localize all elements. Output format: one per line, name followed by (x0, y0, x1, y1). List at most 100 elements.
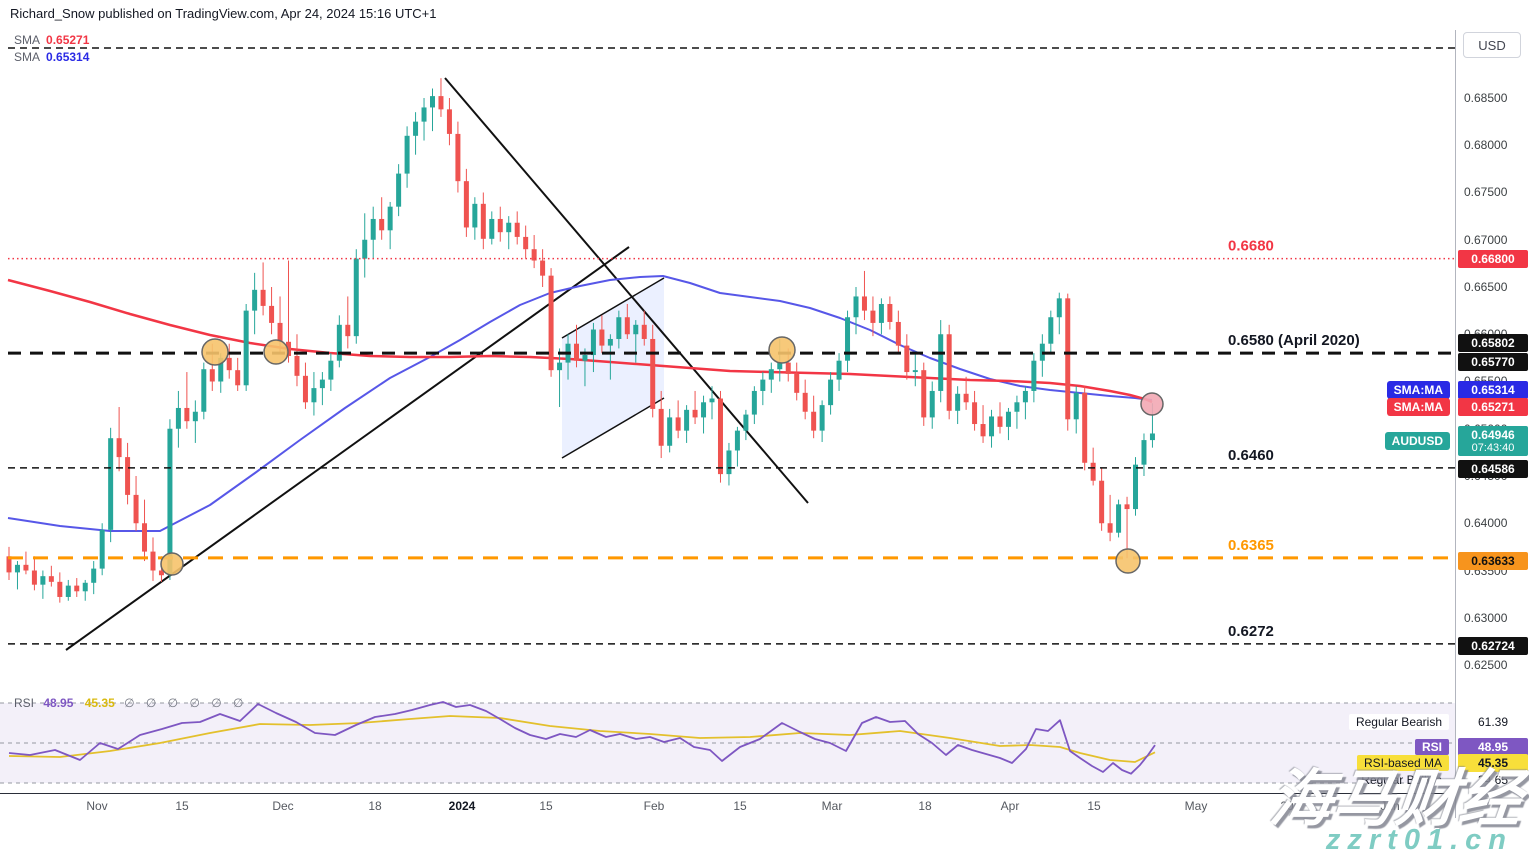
sma-legend-row-slow: SMA 0.65271 (14, 32, 89, 49)
candle-body (23, 564, 29, 571)
chart-canvas[interactable]: 0.6680 0.6580 (April 2020) 0.6460 0.6365 0.6… (0, 0, 1455, 818)
candle-body (861, 296, 867, 311)
candle-body (938, 334, 944, 391)
candle-body (573, 343, 579, 361)
rsi-value: 48.95 (43, 696, 74, 710)
candle-body (667, 417, 673, 446)
candle-body (946, 334, 952, 411)
time-label-2024: 2024 (448, 799, 476, 813)
candle-body (116, 438, 122, 458)
candle-body (531, 249, 537, 261)
time-label-18: 18 (918, 799, 932, 813)
candle-body (540, 260, 546, 276)
candle-body (870, 310, 876, 323)
orange-highlight-circle (201, 338, 229, 366)
rsi-pill-regular-bullish: Regular Bullish (1361, 773, 1442, 787)
candle-body (955, 393, 961, 411)
time-label-18: 18 (368, 799, 382, 813)
candle-body (506, 222, 512, 233)
candle-body (523, 236, 529, 250)
candle-body (557, 362, 563, 371)
candle-body (895, 321, 901, 346)
time-label-Nov: Nov (86, 799, 108, 813)
time-label-Jun: Jun (1380, 799, 1400, 813)
price-badge-0.63633: 0.63633 (1458, 552, 1528, 570)
sma-legend-row-fast: SMA 0.65314 (14, 49, 89, 66)
candle-body (760, 379, 766, 391)
level-label-0.6680: 0.6680 (1228, 238, 1274, 255)
candle-body (929, 390, 935, 418)
candle-body (751, 390, 757, 415)
candle-body (6, 556, 12, 573)
candle-body (446, 109, 452, 134)
candle-body (311, 388, 317, 403)
candle-body (1031, 360, 1037, 391)
time-label-15: 15 (539, 799, 553, 813)
series-pill-SMA:MA: SMA:MA (1386, 381, 1450, 399)
candle-body (1090, 462, 1096, 481)
candle-body (91, 568, 97, 583)
series-pill-SMA:MA: SMA:MA (1386, 398, 1450, 416)
price-badge-0.64586: 0.64586 (1458, 460, 1528, 478)
rsi-ma-value: 45.35 (84, 696, 115, 710)
candle-body (1133, 464, 1139, 510)
time-label-Dec: Dec (272, 799, 294, 813)
price-badge-0.65802: 0.65802 (1458, 334, 1528, 352)
candle-body (726, 450, 732, 475)
candle-body (277, 322, 283, 342)
candle-body (108, 438, 114, 530)
candle-body (125, 457, 131, 495)
candle-body (1082, 392, 1088, 463)
candle-body (362, 239, 368, 259)
price-tick-0.64000: 0.64000 (1464, 516, 1508, 530)
price-badge-0.65770: 0.65770 (1458, 353, 1528, 371)
candle-body (413, 121, 419, 136)
candle-body (404, 135, 410, 174)
candle-body (269, 305, 275, 323)
candle-body (921, 370, 927, 418)
candle-body (607, 338, 613, 346)
time-label-Mar: Mar (821, 799, 843, 813)
candle-body (811, 411, 817, 431)
currency-toggle-button[interactable]: USD (1463, 32, 1521, 58)
candle-body (1056, 298, 1062, 318)
orange-highlight-circle (263, 339, 289, 365)
candle-body (794, 373, 800, 393)
trendline-ascending (65, 246, 630, 651)
candle-body (489, 218, 495, 239)
candle-body (912, 370, 918, 373)
candle-body (99, 529, 105, 569)
rsi-axis-value-45.35: 45.35 (1458, 754, 1528, 772)
candle-body (370, 218, 376, 240)
candle-body (387, 206, 393, 231)
candle-body (438, 96, 444, 110)
candle-body (1107, 523, 1113, 533)
sma-label-2: SMA (14, 50, 41, 64)
price-axis[interactable]: 0.685000.680000.675000.670000.665000.660… (1455, 30, 1529, 818)
footer: TradingView (0, 818, 1529, 857)
level-label-0.6460: 0.6460 (1228, 447, 1274, 464)
time-label-20: 20 (1280, 799, 1294, 813)
candle-body (684, 409, 690, 431)
candle-body (514, 222, 520, 237)
candle-body (82, 582, 88, 592)
rsi-params: ∅ ∅ ∅ ∅ ∅ ∅ (124, 696, 248, 710)
candle-body (243, 310, 249, 386)
candle-body (641, 324, 647, 339)
candle-body (463, 181, 469, 228)
candle-body (963, 393, 969, 403)
candle-body (74, 585, 80, 592)
orange-highlight-circle (1115, 548, 1141, 574)
sma-label: SMA (14, 33, 41, 47)
price-tick-0.62500: 0.62500 (1464, 658, 1508, 672)
price-badge-0.64946: 0.64946 07:43:40 (1458, 426, 1528, 456)
candle-body (1141, 440, 1147, 465)
candle-body (650, 338, 656, 409)
level-label-0.6580 (April 2020): 0.6580 (April 2020) (1228, 332, 1360, 349)
candle-body (65, 585, 71, 597)
candle-body (472, 203, 478, 228)
candle-body (1099, 480, 1105, 524)
time-axis[interactable]: Nov 15 Dec 18 2024 15 Feb 15 Mar 18 Apr 15 May 20 Jun (0, 793, 1529, 819)
series-pill-AUDUSD: AUDUSD (1384, 432, 1450, 450)
price-tick-0.68500: 0.68500 (1464, 91, 1508, 105)
